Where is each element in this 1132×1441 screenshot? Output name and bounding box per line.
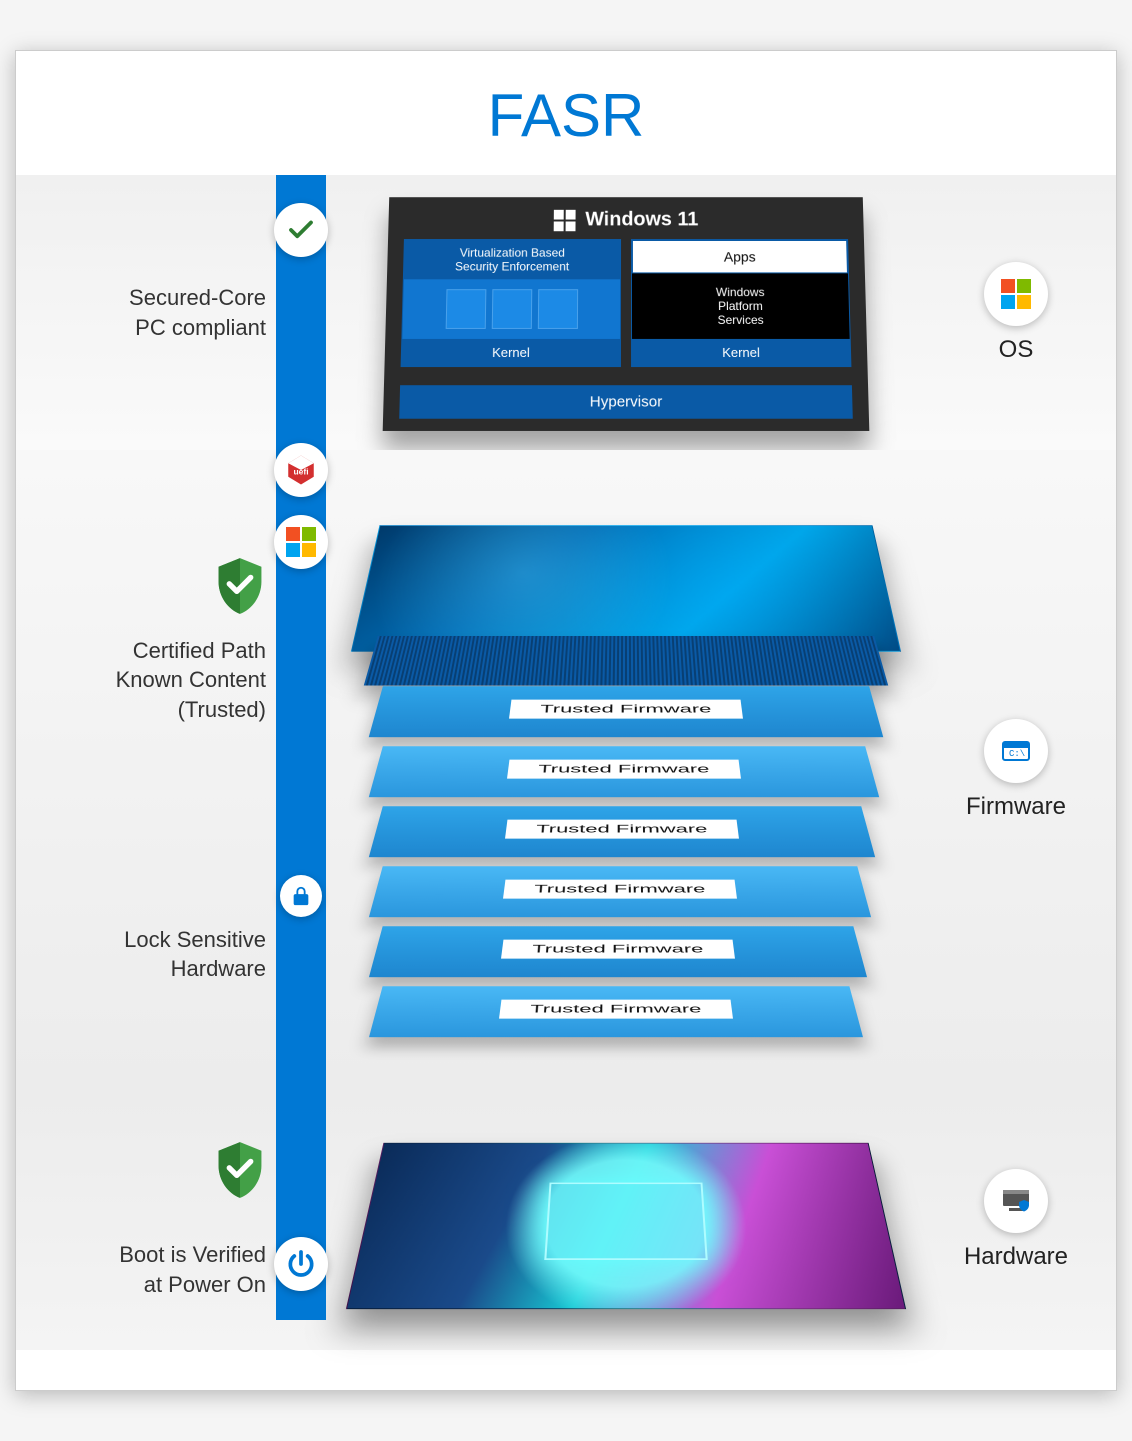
firmware-slab: Trusted Firmware xyxy=(369,986,863,1037)
category-label: Firmware xyxy=(966,793,1066,821)
svg-text:uefi: uefi xyxy=(293,466,308,476)
os-left-label: Secured-Core PC compliant xyxy=(16,283,276,342)
vbs-title: Security Enforcement xyxy=(408,260,616,274)
firmware-stack: Trusted Firmware Trusted Firmware Trusted … xyxy=(366,505,886,1035)
label-text: Certified Path xyxy=(76,636,266,666)
trusted-firmware-label: Trusted Firmware xyxy=(503,880,736,899)
label-text: at Power On xyxy=(76,1270,266,1300)
uefi-icon: uefi xyxy=(274,443,328,497)
firmware-left: Certified Path Known Content (Trusted) L… xyxy=(16,556,276,984)
vbs-title: Virtualization Based xyxy=(408,246,616,260)
shield-check-icon xyxy=(214,1140,266,1208)
category-label: OS xyxy=(999,336,1034,364)
fasr-diagram: FASR uefi Secured-Core PC complia xyxy=(15,50,1117,1391)
os-header-text: Windows 11 xyxy=(585,209,698,231)
firmware-slab: Trusted Firmware xyxy=(369,686,884,737)
vbs-block: Virtualization Based Security Enforcemen… xyxy=(401,239,621,367)
os-category-icon xyxy=(984,262,1048,326)
label-text: Hardware xyxy=(76,954,266,984)
label-text: PC compliant xyxy=(76,313,266,343)
firmware-slab: Trusted Firmware xyxy=(369,866,871,917)
wps-label: Windows Platform Services xyxy=(632,273,850,339)
layers-container: uefi Secured-Core PC compliant Window xyxy=(16,175,1116,1350)
label-text: Lock Sensitive xyxy=(76,925,266,955)
hardware-right: Hardware xyxy=(916,1169,1116,1271)
hypervisor-label: Hypervisor xyxy=(399,385,853,419)
kernel-label: Kernel xyxy=(402,339,620,366)
apps-label: Apps xyxy=(632,240,848,273)
os-right: OS xyxy=(916,262,1116,364)
timeline-pillar xyxy=(276,175,326,1320)
firmware-slab: Trusted Firmware xyxy=(369,806,875,857)
hardware-left: Boot is Verified at Power On xyxy=(16,1140,276,1299)
label-text: (Trusted) xyxy=(76,695,266,725)
os-header: Windows 11 xyxy=(404,209,848,231)
hardware-category-icon xyxy=(984,1169,1048,1233)
power-icon xyxy=(274,1237,328,1291)
apps-block: Apps Windows Platform Services Kernel xyxy=(631,239,851,367)
windows-logo-icon xyxy=(554,209,576,230)
check-icon xyxy=(274,203,328,257)
firmware-slab: Trusted Firmware xyxy=(369,746,879,797)
hex-pattern-layer xyxy=(351,525,901,651)
os-panel: Windows 11 Virtualization Based Security… xyxy=(383,197,870,431)
firmware-category-icon: C:\ xyxy=(984,719,1048,783)
trusted-firmware-label: Trusted Firmware xyxy=(501,940,734,959)
mesh-layer xyxy=(364,636,888,686)
firmware-slab: Trusted Firmware xyxy=(369,926,867,977)
firmware-right: C:\ Firmware xyxy=(916,719,1116,821)
os-layer-row: Secured-Core PC compliant Windows 11 Vir… xyxy=(16,175,1116,450)
svg-text:C:\: C:\ xyxy=(1009,749,1025,759)
lock-icon xyxy=(280,875,322,917)
category-label: Hardware xyxy=(964,1243,1068,1271)
shield-check-icon xyxy=(214,556,266,624)
trusted-firmware-label: Trusted Firmware xyxy=(509,700,742,719)
label-text: Boot is Verified xyxy=(76,1240,266,1270)
hardware-layer-row: Boot is Verified at Power On Hardware xyxy=(16,1090,1116,1350)
kernel-label: Kernel xyxy=(632,339,850,366)
label-text: Known Content xyxy=(76,665,266,695)
trusted-firmware-label: Trusted Firmware xyxy=(499,1000,732,1019)
hardware-chip-graphic xyxy=(346,1143,906,1309)
trusted-firmware-label: Trusted Firmware xyxy=(507,760,740,779)
label-text: Secured-Core xyxy=(76,283,266,313)
microsoft-icon xyxy=(274,515,328,569)
firmware-layer-row: Certified Path Known Content (Trusted) L… xyxy=(16,450,1116,1090)
trusted-firmware-label: Trusted Firmware xyxy=(505,820,738,839)
diagram-title: FASR xyxy=(16,71,1116,175)
